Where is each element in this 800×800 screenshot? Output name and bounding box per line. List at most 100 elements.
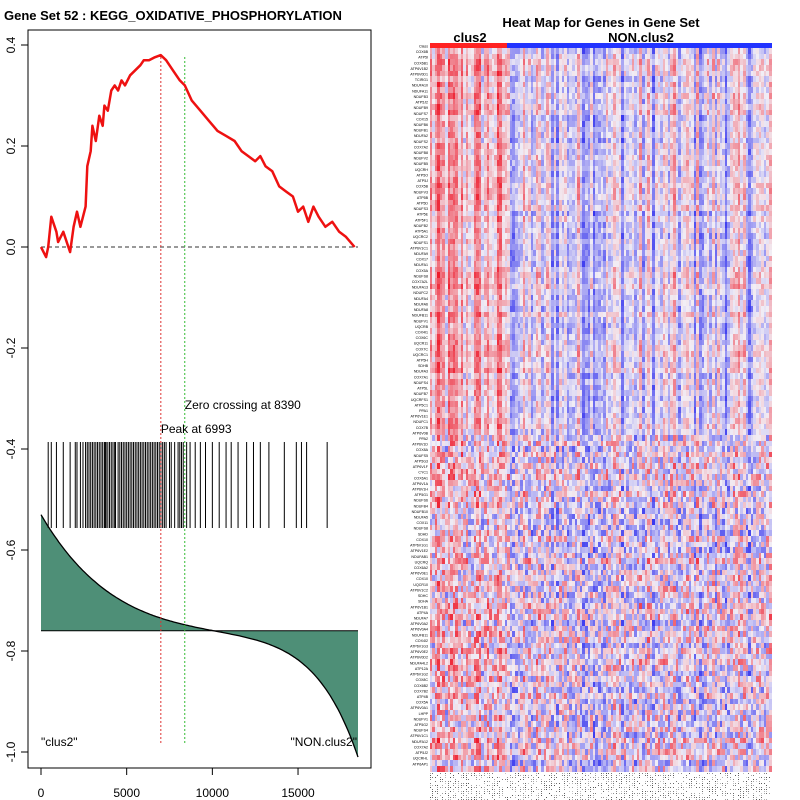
heatmap-row-label: ATP5G3 — [414, 460, 428, 464]
heatmap-row-label: ATP5O — [416, 174, 428, 178]
enrichment-score-polyline — [39, 53, 356, 259]
peak-label: Peak at 6993 — [161, 422, 232, 436]
heatmap-row-label: COX15 — [416, 117, 428, 121]
ranked-label-right: "NON.clus2" — [290, 735, 357, 749]
heatmap-row-label: NDUFA13 — [412, 286, 428, 290]
enrichment-score-line — [39, 53, 356, 259]
heatmap-row-label: NDUFA6 — [414, 302, 428, 306]
heatmap-row-label: ATP5C1 — [415, 403, 428, 407]
group-label-non-clus2: NON.clus2 — [608, 30, 674, 45]
heatmap-row-label: NDUFA1 — [414, 263, 428, 267]
heatmap-row-label: COX17 — [416, 258, 428, 262]
y-tick-label: -0.8 — [4, 640, 18, 661]
heatmap-row-label: NDUFS8 — [414, 527, 428, 531]
heatmap-row-label: ATP5F1 — [415, 218, 428, 222]
heatmap-row-label: NDUFC2 — [413, 291, 428, 295]
heatmap-row-label: ATP5J2 — [415, 101, 428, 105]
heatmap-row-label: ATP5I — [418, 56, 428, 60]
heatmap-row-label: NDUFS4 — [414, 729, 428, 733]
heatmap-row-label: ATP6V1C1 — [410, 246, 428, 250]
heatmap-row-label: COX6B1 — [414, 61, 428, 65]
heatmap-row-label: NDUFS2 — [414, 140, 428, 144]
heatmap-row-label: NDUFA9 — [414, 252, 428, 256]
x-tick-label: 15000 — [281, 786, 315, 800]
heatmap-row-label: NDUFAB1 — [411, 555, 428, 559]
heatmap-row-label: ATP6V0A4 — [410, 628, 428, 632]
heatmap-row-label: UQCRQ — [415, 560, 429, 564]
peak-and-crossing-lines — [160, 57, 186, 745]
heatmap-row-label: NDUFV3 — [414, 190, 428, 194]
heatmap-row-label: COX5B — [416, 185, 429, 189]
heatmap-row-label: NDUFA10 — [412, 84, 428, 88]
x-tick-label: 10000 — [196, 786, 230, 800]
group-label-clus2: clus2 — [453, 30, 486, 45]
heatmap-row-label: CYC1 — [418, 471, 428, 475]
heatmap-row-label: ATP4A — [417, 611, 429, 615]
x-tick-label: 0 — [38, 786, 45, 800]
heatmap-row-label: NDUFA2 — [414, 134, 428, 138]
heatmap-row-label: ATP6V1H — [412, 488, 428, 492]
heatmap-row-label: ATP5J2 — [415, 751, 428, 755]
heatmap-row-label: ATP6V1D — [412, 443, 428, 447]
heatmap-row-label: ATP5B — [417, 196, 429, 200]
heatmap-row-label: NDUFS3 — [414, 207, 428, 211]
heatmap-row-label: NDUFV1 — [414, 717, 428, 721]
heatmap-row-label: NDUFA3 — [414, 370, 428, 374]
heatmap-row-label: ATP12A — [415, 667, 429, 671]
heatmap-row-label: COX7A2 — [414, 145, 428, 149]
y-tick-label: -1.0 — [4, 741, 18, 762]
heatmap-row-label: PPA1 — [419, 409, 428, 413]
heatmap-row-label: SDHD — [418, 532, 429, 536]
heatmap-row-label: ATP6V0B — [412, 431, 428, 435]
heatmap-row-label: ATP6V0D1 — [410, 73, 428, 77]
heatmap-row-label: ATP5D — [417, 202, 429, 206]
heatmap-row-label: ATP6AP1 — [412, 762, 428, 766]
heatmap-row-label: ATP6V1F — [413, 465, 429, 469]
heatmap-row-label: COX10 — [416, 538, 428, 542]
heatmap-row-label: NDUFB11 — [412, 633, 428, 637]
heatmap-row-label: COX6C — [416, 336, 429, 340]
heatmap-row-label: NDUFB3 — [414, 95, 428, 99]
heatmap-row-label: ATP6V0E1 — [410, 572, 428, 576]
heatmap-row-label: NDUFS8 — [414, 274, 428, 278]
heatmap-row-label: COX11 — [416, 521, 428, 525]
heatmap-row-label: NDUFS1 — [414, 241, 428, 245]
heatmap-row-label: NDUFC1 — [413, 420, 428, 424]
heatmap-row-label: ATP5G1 — [414, 493, 428, 497]
y-tick-label: -0.4 — [4, 438, 18, 459]
heatmap-row-label: ATP5L — [417, 387, 428, 391]
heatmap-row-label: ATP6V1E1 — [410, 415, 428, 419]
heatmap-row-label: NDUFA11 — [412, 89, 428, 93]
heatmap-row-label: COX5A — [416, 269, 429, 273]
heatmap-row-label: COX8A — [416, 448, 429, 452]
heatmap-row-label: NDUFS6 — [414, 499, 428, 503]
heatmap-row-label: ATP6V1G2 — [410, 673, 428, 677]
heatmap-row-label: ATP6V0E2 — [410, 650, 428, 654]
heatmap-row-label: SDHC — [418, 594, 429, 598]
heatmap-row-label: COX10 — [416, 577, 428, 581]
zero-crossing-label: Zero crossing at 8390 — [185, 398, 301, 412]
heatmap-row-label: ATP6V1C1 — [410, 734, 428, 738]
heatmap-row-label: UQCR11 — [414, 342, 428, 346]
heatmap-row-label: ATP4B — [417, 695, 429, 699]
heatmap-row-label: UQCR10 — [413, 583, 428, 587]
heatmap-row-label: NDUFB2 — [414, 224, 428, 228]
heatmap-row-label: NDUFB9 — [414, 106, 428, 110]
heatmap-row-label: COX8C — [416, 678, 429, 682]
heatmap-row-label: NDUFS5 — [414, 454, 428, 458]
heatmap-row-label: NDUFA5 — [414, 516, 428, 520]
gene-hit-ticks — [47, 442, 328, 528]
heatmap-row-label: NDUFA4L2 — [410, 661, 428, 665]
enrichment-plot-title: Gene Set 52 : KEGG_OXIDATIVE_PHOSPHORYLA… — [4, 8, 342, 23]
heatmap-row-label: NDUFB10 — [412, 510, 428, 514]
enrichment-plot-frame — [27, 29, 372, 769]
heatmap-row-label: UQCRHL — [413, 757, 428, 761]
heatmap-row-label: ATP5A1 — [415, 230, 428, 234]
heatmap-row-label: ATP6V1B1 — [410, 605, 428, 609]
heatmap-row-label: COX4I2 — [415, 639, 428, 643]
heatmap-row-label: ATP6V1C2 — [410, 588, 428, 592]
heatmap-row-label: NDUFB11 — [412, 314, 428, 318]
heatmap-row-label: ATP5H — [417, 359, 429, 363]
heatmap-row-label: COX7C — [416, 347, 429, 351]
